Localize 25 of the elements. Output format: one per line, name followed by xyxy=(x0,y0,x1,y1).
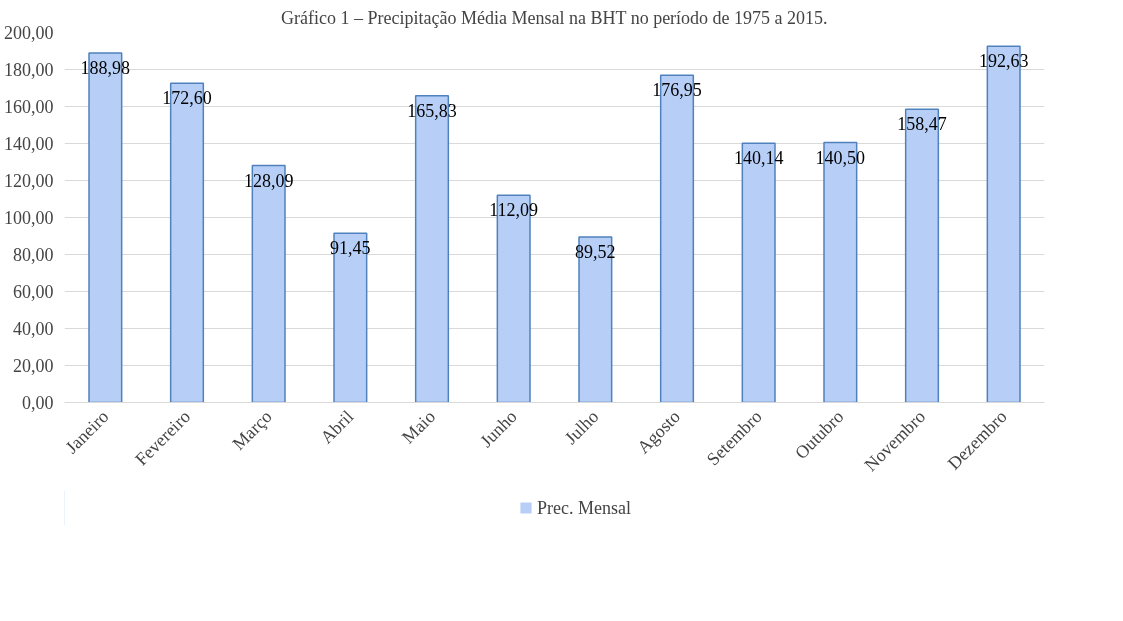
text: 140,14 xyxy=(733,148,784,169)
text: 89,52 xyxy=(575,241,616,262)
y-tick-label: 140,00 xyxy=(4,134,54,154)
text: 165,83 xyxy=(407,100,457,121)
legend-label: Prec. Mensal xyxy=(537,497,631,518)
text: 112,09 xyxy=(489,200,539,221)
y-tick-label: 160,00 xyxy=(4,97,54,117)
text: 91,45 xyxy=(330,238,371,259)
text: 140,50 xyxy=(815,147,866,168)
y-tick-label: 120,00 xyxy=(4,171,54,191)
text: 192,63 xyxy=(978,51,1029,72)
text: 158,47 xyxy=(897,114,947,135)
y-tick-label: 0,00 xyxy=(22,393,54,413)
y-tick-label: 180,00 xyxy=(4,60,54,80)
text: 128,09 xyxy=(243,170,294,191)
y-tick-label: 200,00 xyxy=(4,23,54,43)
y-tick-label: 20,00 xyxy=(13,356,54,376)
y-tick-label: 80,00 xyxy=(13,245,54,265)
text: 172,60 xyxy=(162,88,212,109)
chart-title: Gráfico 1 – Precipitação Média Mensal na BHT no período de 1975 a 2015. xyxy=(281,7,828,28)
y-tick-label: 100,00 xyxy=(4,208,54,228)
text: 176,95 xyxy=(652,80,702,101)
y-tick-label: 40,00 xyxy=(13,319,54,339)
text: 188,98 xyxy=(80,57,131,78)
y-tick-label: 60,00 xyxy=(13,282,54,302)
